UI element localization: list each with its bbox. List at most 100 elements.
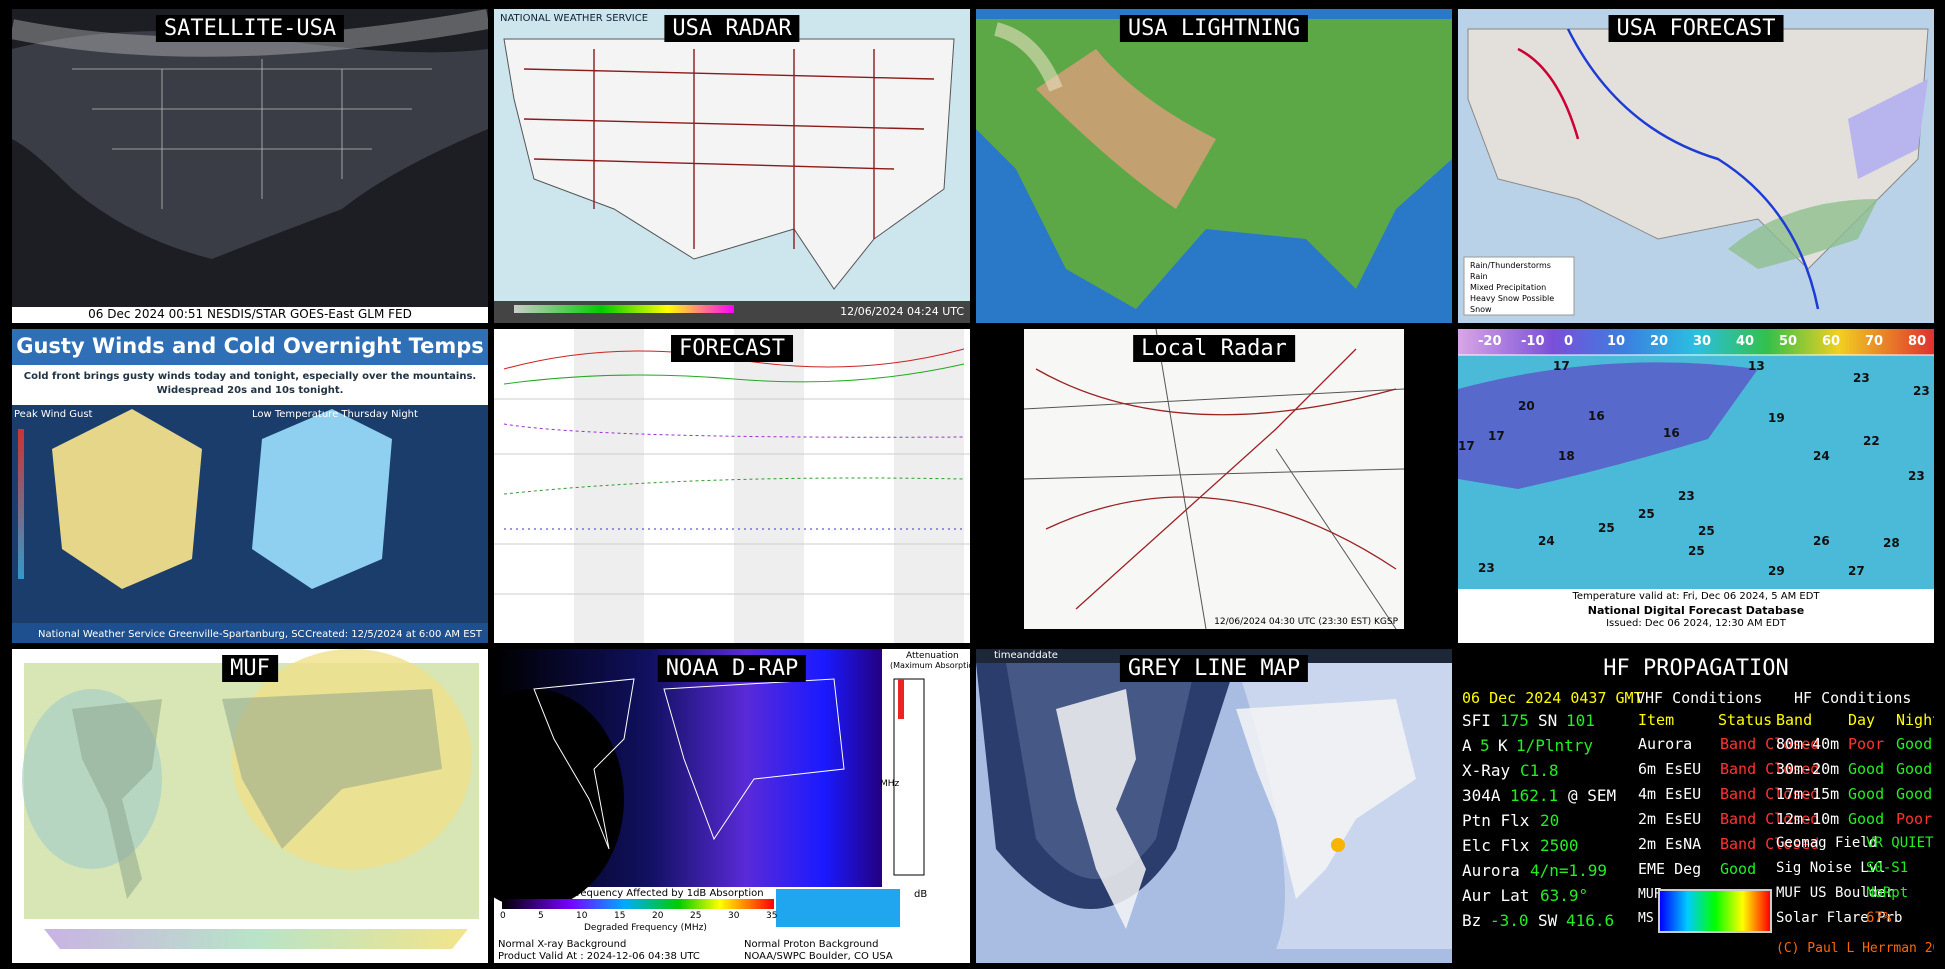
temperature-panel: -20 -10 0 10 20 30 40 50 60 70 80 17 13 23 23 20 16 19 17 1… xyxy=(1458,329,1934,643)
solar-value: 162.1 xyxy=(1510,786,1559,805)
vhf-value: Band Closed xyxy=(1720,835,1820,853)
scale-tick: 30 xyxy=(728,911,740,921)
solar-value: 20 xyxy=(1540,811,1560,830)
label: Peak Wind Gust xyxy=(14,409,93,420)
scale-label: 60 xyxy=(1822,334,1841,349)
valid-time: Temperature valid at: Fri, Dec 06 2024, … xyxy=(1572,591,1820,602)
local-radar-image xyxy=(976,329,1452,643)
temperature-value: 26 xyxy=(1813,534,1830,548)
label: dB xyxy=(914,889,928,900)
header: NATIONAL WEATHER SERVICE xyxy=(500,13,649,24)
satellite-image xyxy=(12,9,488,323)
hf-header: Band xyxy=(1776,711,1813,729)
credit: (C) Paul L Herrman 2024 xyxy=(1776,941,1934,956)
vhf-header: Item xyxy=(1638,711,1675,729)
date: 06 Dec 2024 0437 GMT xyxy=(1462,689,1643,707)
hf-panel: 06 Dec 2024 0437 GMT SFI 175 SN 101 A 5 K 1/Plnt… xyxy=(1458,649,1934,963)
temperature-value: 23 xyxy=(1478,561,1495,575)
solar-value: K xyxy=(1498,736,1508,755)
scale-tick: 15 xyxy=(614,911,626,921)
solar-value: A xyxy=(1462,736,1472,755)
caption: 06 Dec 2024 00:51 NESDIS/STAR GOES-East … xyxy=(12,307,488,323)
status-value: NoRpt xyxy=(1866,885,1909,901)
issued: Issued: Dec 06 2024, 12:30 AM EDT xyxy=(1606,618,1786,629)
temperature-value: 24 xyxy=(1538,534,1555,548)
panel-title: HF PROPAGATION xyxy=(1595,655,1797,682)
vhf-value: Band Closed xyxy=(1720,760,1820,778)
solar-value: Elc Flx xyxy=(1462,836,1530,855)
footer: National Weather Service Greenville-Spar… xyxy=(38,629,305,640)
radar-panel: NATIONAL WEATHER SERVICE 12/06/2024 04:2… xyxy=(494,9,970,323)
band-value: 12m-10m xyxy=(1776,810,1840,828)
solar-value: Aurora xyxy=(1462,861,1520,880)
forecast-map-panel: Rain/Thunderstorms Rain Mixed Precipitatio… xyxy=(1458,9,1934,323)
lightning-panel: USA LIGHTNING xyxy=(976,9,1452,323)
scale-tick: 20 xyxy=(652,911,664,921)
drap-panel: Highest Frequency Affected by 1dB Absorp… xyxy=(494,649,970,963)
temperature-value: 18 xyxy=(1558,449,1575,463)
hf-header: Day xyxy=(1848,711,1876,729)
solar-value: Bz xyxy=(1462,911,1482,930)
band-value: 80m-40m xyxy=(1776,735,1840,753)
panel-title: MUF xyxy=(222,655,278,682)
label: MHz xyxy=(880,779,900,789)
vhf-value: 6m EsEU xyxy=(1638,760,1702,778)
panel-title: NOAA D-RAP xyxy=(657,655,807,682)
vhf-value: 2m EsNA xyxy=(1638,835,1702,853)
band-value: Good xyxy=(1848,760,1885,778)
scale-label: 10 xyxy=(1607,334,1626,349)
label: Low Temperature Thursday Night xyxy=(252,409,418,420)
forecast-map-image xyxy=(1458,9,1934,323)
caption: 12/06/2024 04:30 UTC (23:30 EST) KGSP xyxy=(1214,617,1398,627)
scale-label: -20 xyxy=(1478,334,1502,349)
temperature-value: 23 xyxy=(1908,469,1925,483)
status-value: 67% xyxy=(1866,910,1892,926)
solar-value: X-Ray xyxy=(1462,761,1511,780)
solar-value: Ptn Flx xyxy=(1462,811,1530,830)
vhf-header: Status xyxy=(1718,711,1773,729)
brand: timeanddate xyxy=(994,650,1058,661)
briefing-image xyxy=(12,329,488,643)
temperature-value: 20 xyxy=(1518,399,1535,413)
solar-value: 175 xyxy=(1500,711,1529,730)
temperature-value: 22 xyxy=(1863,434,1880,448)
caption: 12/06/2024 04:24 UTC xyxy=(840,305,964,318)
band-value: Good xyxy=(1896,735,1933,753)
band-value: 17m-15m xyxy=(1776,785,1840,803)
satellite-panel: 06 Dec 2024 00:51 NESDIS/STAR GOES-East … xyxy=(12,9,488,323)
temperature-value: 23 xyxy=(1913,384,1930,398)
solar-value: 5 xyxy=(1480,736,1490,755)
temperature-value: 16 xyxy=(1588,409,1605,423)
scale-label: 50 xyxy=(1779,334,1798,349)
legend-item: Rain/Thunderstorms xyxy=(1470,261,1551,270)
solar-value: Aur Lat xyxy=(1462,886,1530,905)
scale-label: 70 xyxy=(1865,334,1884,349)
temperature-value: 28 xyxy=(1883,536,1900,550)
solar-value: 63.9° xyxy=(1540,886,1589,905)
band-value: Poor xyxy=(1896,810,1933,828)
temperature-value: 25 xyxy=(1598,521,1615,535)
vhf-value: Aurora xyxy=(1638,735,1693,753)
source: National Digital Forecast Database xyxy=(1587,604,1805,617)
solar-value: 304A xyxy=(1462,786,1501,805)
band-value: Poor xyxy=(1848,735,1885,753)
scale-tick: 0 xyxy=(500,911,506,921)
hf-header: Night xyxy=(1896,711,1934,729)
status-value: Solar Flare Prb xyxy=(1776,910,1903,926)
band-value: Good xyxy=(1896,785,1933,803)
scale-label: 40 xyxy=(1736,334,1755,349)
solar-value: SFI xyxy=(1462,711,1491,730)
subtitle: Widespread 20s and 10s tonight. xyxy=(156,385,344,396)
legend-item: Heavy Snow Possible xyxy=(1470,294,1555,303)
label: MUF xyxy=(1638,887,1662,902)
temperature-value: 13 xyxy=(1748,359,1765,373)
temperature-value: 25 xyxy=(1698,524,1715,538)
vhf-value: EME Deg xyxy=(1638,860,1702,878)
muf-map xyxy=(12,649,488,963)
temperature-value: 19 xyxy=(1768,411,1785,425)
valid: Product Valid At : 2024-12-06 04:38 UTC xyxy=(498,951,700,962)
temperature-value: 25 xyxy=(1638,507,1655,521)
vhf-value: Band Closed xyxy=(1720,810,1820,828)
band-value: Good xyxy=(1896,760,1933,778)
